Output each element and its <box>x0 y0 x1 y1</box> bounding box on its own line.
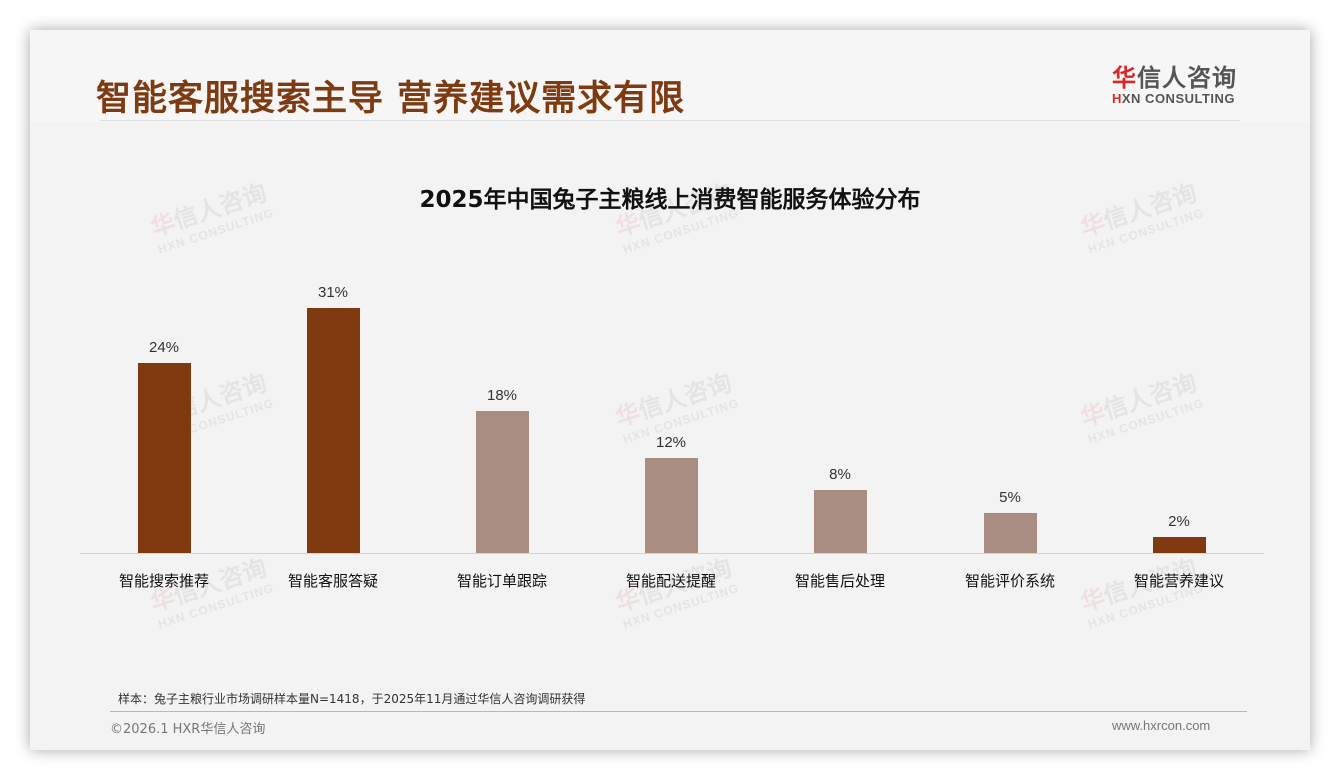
category-label: 智能客服答疑 <box>287 572 378 590</box>
category-label: 智能评价系统 <box>964 572 1055 590</box>
page-title: 智能客服搜索主导 营养建议需求有限 <box>96 79 686 119</box>
bar-chart: 24% 智能搜索推荐 31% 智能客服答疑 18% 智能订单跟踪 12% 智能配送提醒 8% 智能… <box>80 260 1264 590</box>
sample-note: 样本：兔子主粮行业市场调研样本量N=1418，于2025年11月通过华信人咨询调… <box>118 692 586 706</box>
bar-value-label: 2% <box>1168 513 1190 530</box>
bar <box>307 308 360 553</box>
footer-divider <box>110 711 1247 712</box>
bar <box>1153 537 1206 553</box>
bar <box>476 411 529 553</box>
category-label: 智能营养建议 <box>1133 572 1224 590</box>
logo-mark-en: H <box>1112 91 1122 106</box>
logo-text-en: XN CONSULTING <box>1121 91 1236 106</box>
category-label: 智能订单跟踪 <box>456 572 547 590</box>
bar <box>984 513 1037 553</box>
category-label: 智能搜索推荐 <box>118 572 209 590</box>
logo-text-cn: 信人咨询 <box>1137 64 1237 92</box>
brand-logo: 华信人咨询 HXN CONSULTING <box>1112 64 1237 106</box>
bar-value-label: 12% <box>655 434 687 451</box>
bar <box>814 490 867 553</box>
bar-value-label: 8% <box>829 466 851 483</box>
bar-value-label: 31% <box>317 284 349 301</box>
slide: 智能客服搜索主导 营养建议需求有限 华信人咨询 HXN CONSULTING 2… <box>30 30 1310 750</box>
bar-value-label: 5% <box>999 489 1021 506</box>
category-label: 智能配送提醒 <box>625 572 716 590</box>
header-divider <box>100 120 1240 121</box>
copyright: ©2026.1 HXR华信人咨询 <box>110 722 266 737</box>
bar-value-label: 18% <box>486 387 518 404</box>
bar-value-label: 24% <box>148 339 180 356</box>
header-band <box>30 30 1310 122</box>
bar <box>645 458 698 553</box>
category-label: 智能售后处理 <box>794 572 885 590</box>
chart-title: 2025年中国兔子主粮线上消费智能服务体验分布 <box>419 187 921 213</box>
logo-mark: 华 <box>1112 64 1137 92</box>
bar <box>138 363 191 553</box>
x-axis-line <box>80 553 1264 554</box>
website-link[interactable]: www.hxrcon.com <box>1112 718 1211 733</box>
